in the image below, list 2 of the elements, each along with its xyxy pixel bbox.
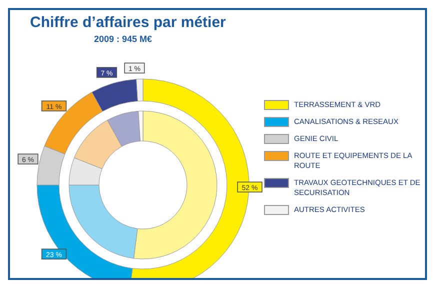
chart-title: Chiffre d’affaires par métier [30, 14, 226, 31]
chart-subtitle: 2009 : 945 M€ [94, 34, 152, 44]
